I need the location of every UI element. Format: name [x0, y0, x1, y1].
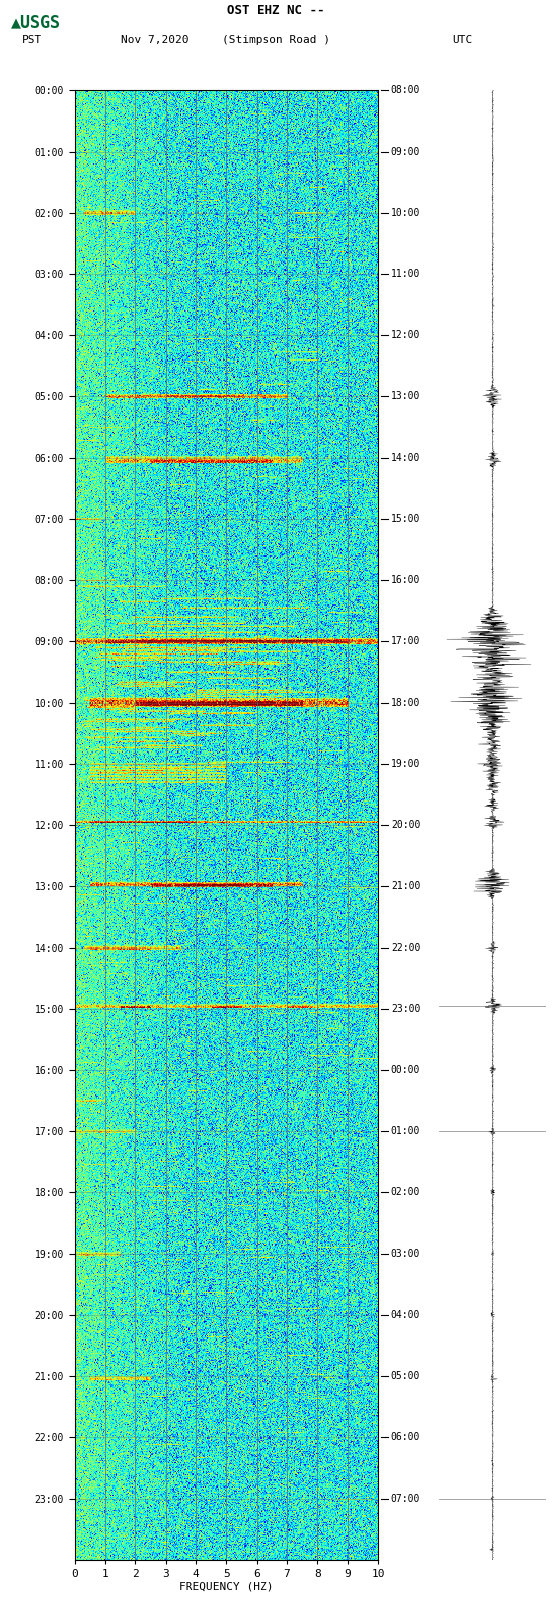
X-axis label: FREQUENCY (HZ): FREQUENCY (HZ) — [179, 1582, 274, 1592]
Text: 06:00: 06:00 — [391, 1432, 420, 1442]
Text: 10:00: 10:00 — [391, 208, 420, 218]
Text: 05:00: 05:00 — [391, 1371, 420, 1381]
Text: (Stimpson Road ): (Stimpson Road ) — [222, 35, 330, 45]
Text: 13:00: 13:00 — [391, 392, 420, 402]
Text: 01:00: 01:00 — [391, 1126, 420, 1136]
Text: 12:00: 12:00 — [391, 331, 420, 340]
Text: OST EHZ NC --: OST EHZ NC -- — [227, 5, 325, 18]
Text: 15:00: 15:00 — [391, 515, 420, 524]
Text: 23:00: 23:00 — [391, 1003, 420, 1013]
Text: 16:00: 16:00 — [391, 576, 420, 586]
Text: 04:00: 04:00 — [391, 1310, 420, 1319]
Text: 11:00: 11:00 — [391, 269, 420, 279]
Text: 18:00: 18:00 — [391, 697, 420, 708]
Text: 19:00: 19:00 — [391, 758, 420, 769]
Text: ▲USGS: ▲USGS — [11, 13, 61, 31]
Text: 14:00: 14:00 — [391, 453, 420, 463]
Text: 20:00: 20:00 — [391, 819, 420, 831]
Text: 17:00: 17:00 — [391, 637, 420, 647]
Text: 08:00: 08:00 — [391, 85, 420, 95]
Text: PST: PST — [22, 35, 43, 45]
Text: 00:00: 00:00 — [391, 1065, 420, 1074]
Text: 03:00: 03:00 — [391, 1248, 420, 1258]
Text: 02:00: 02:00 — [391, 1187, 420, 1197]
Text: 07:00: 07:00 — [391, 1494, 420, 1503]
Text: 22:00: 22:00 — [391, 942, 420, 953]
Text: 21:00: 21:00 — [391, 881, 420, 892]
Text: Nov 7,2020: Nov 7,2020 — [121, 35, 189, 45]
Text: 09:00: 09:00 — [391, 147, 420, 156]
Text: UTC: UTC — [453, 35, 473, 45]
